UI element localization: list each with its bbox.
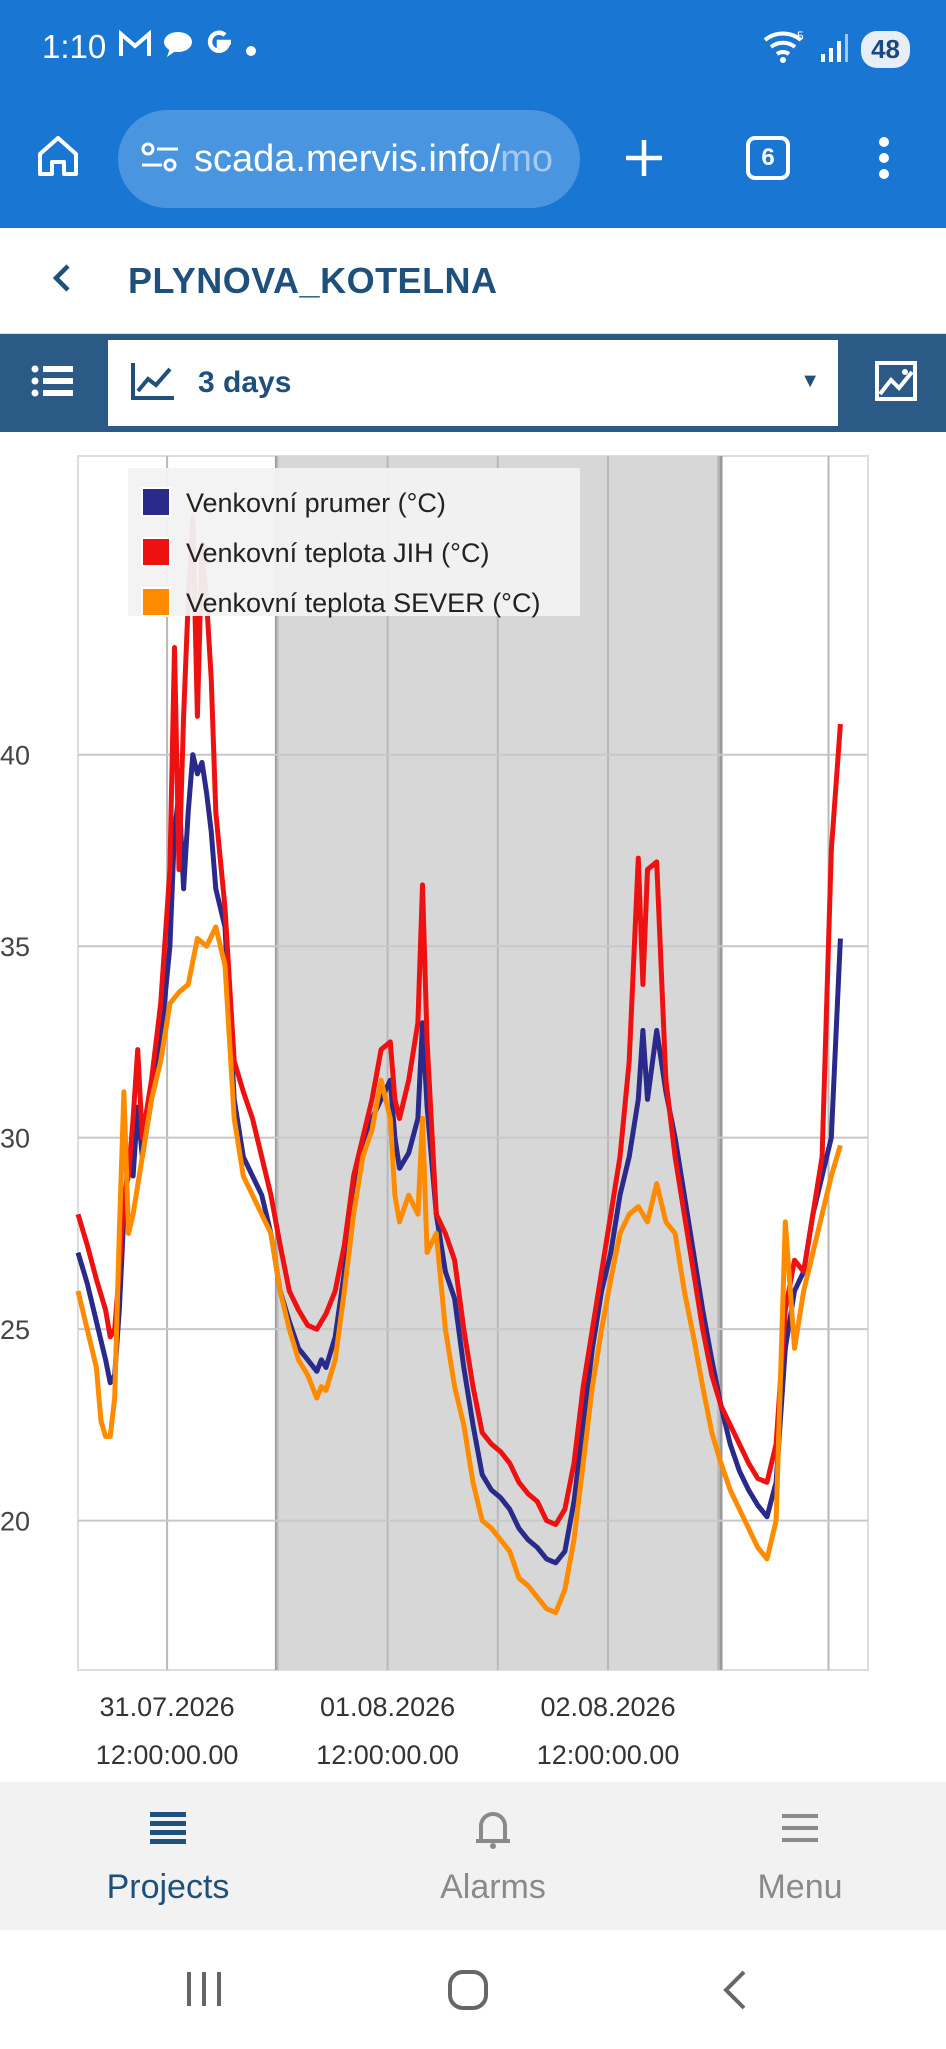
y-tick-label: 40 — [0, 741, 30, 771]
home-button-icon[interactable] — [446, 1968, 490, 2017]
legend-label: Venkovní teplota SEVER (°C) — [186, 588, 540, 618]
y-tick-label: 35 — [0, 932, 30, 962]
url-text: scada.mervis.info/ — [194, 137, 501, 180]
status-time: 1:10 — [42, 28, 107, 65]
x-tick-label-time: 12:00:00.00 — [537, 1740, 680, 1770]
temperature-chart[interactable]: 20 25 30 35 40 31.07.2026 12:00:00.00 01.08.202… — [0, 440, 946, 1780]
more-options-icon[interactable] — [876, 134, 892, 187]
chat-icon — [162, 29, 194, 66]
dropdown-caret-icon: ▼ — [800, 370, 820, 392]
back-nav-icon[interactable] — [720, 1968, 750, 2017]
notification-dot-icon — [244, 29, 258, 66]
page-title: PLYNOVA_KOTELNA — [128, 260, 498, 301]
y-tick-label: 20 — [0, 1507, 30, 1537]
system-navigation — [0, 1930, 946, 2049]
url-bar[interactable]: scada.mervis.info/mo — [118, 110, 580, 208]
gmail-icon — [118, 29, 152, 66]
x-tick-label-date: 01.08.2026 — [320, 1692, 455, 1722]
series-line-2 — [75, 514, 843, 1527]
projects-icon — [48, 1808, 288, 1858]
back-button[interactable] — [48, 258, 74, 308]
list-icon — [31, 364, 73, 403]
line-chart-icon — [130, 361, 176, 406]
nav-alarms[interactable]: Alarms — [373, 1782, 613, 1930]
time-range-value: 3 days — [198, 366, 292, 399]
x-tick-label-time: 12:00:00.00 — [316, 1740, 459, 1770]
tab-count: 6 — [761, 144, 775, 171]
status-bar: 1:10 5 48 — [0, 0, 946, 96]
legend-swatch — [141, 487, 171, 517]
site-settings-icon[interactable] — [140, 140, 180, 179]
google-icon — [204, 28, 234, 66]
series-line-3 — [75, 924, 843, 1616]
legend-box — [128, 468, 580, 616]
legend-swatch — [141, 587, 171, 617]
app-header: PLYNOVA_KOTELNA — [0, 228, 946, 334]
svg-text:5: 5 — [797, 30, 804, 43]
home-icon[interactable] — [34, 132, 82, 185]
new-tab-icon[interactable] — [622, 136, 666, 185]
tab-switcher-button[interactable]: 6 — [746, 136, 790, 180]
bell-icon — [373, 1808, 613, 1858]
nav-menu-label: Menu — [757, 1868, 843, 1906]
url-text-faded: mo — [500, 137, 554, 180]
bottom-navigation: Projects Alarms Menu — [0, 1782, 946, 1930]
time-range-select[interactable]: 3 days ▼ — [108, 340, 838, 426]
legend-swatch — [141, 537, 171, 567]
legend-label: Venkovní prumer (°C) — [186, 488, 446, 518]
y-tick-label: 25 — [0, 1315, 30, 1345]
nav-projects[interactable]: Projects — [48, 1782, 288, 1930]
chart-toolbar: 3 days ▼ — [0, 334, 946, 432]
y-tick-label: 30 — [0, 1124, 30, 1154]
recent-apps-icon[interactable] — [184, 1970, 224, 2013]
x-tick-label-date: 02.08.2026 — [540, 1692, 675, 1722]
legend-label: Venkovní teplota JIH (°C) — [186, 538, 489, 568]
export-image-button[interactable] — [846, 334, 946, 432]
list-view-button[interactable] — [0, 334, 104, 432]
x-tick-label-date: 31.07.2026 — [100, 1692, 235, 1722]
nav-alarms-label: Alarms — [440, 1868, 546, 1906]
nav-menu[interactable]: Menu — [680, 1782, 920, 1930]
browser-toolbar: scada.mervis.info/mo 6 — [0, 96, 946, 228]
menu-icon — [680, 1808, 920, 1858]
signal-icon — [819, 32, 849, 67]
chart-area: 20 25 30 35 40 31.07.2026 12:00:00.00 01.08.202… — [0, 440, 946, 1780]
nav-projects-label: Projects — [106, 1868, 230, 1906]
x-tick-label-time: 12:00:00.00 — [96, 1740, 239, 1770]
battery-indicator: 48 — [861, 31, 910, 68]
image-icon — [874, 360, 918, 407]
wifi-icon: 5 — [763, 29, 807, 69]
